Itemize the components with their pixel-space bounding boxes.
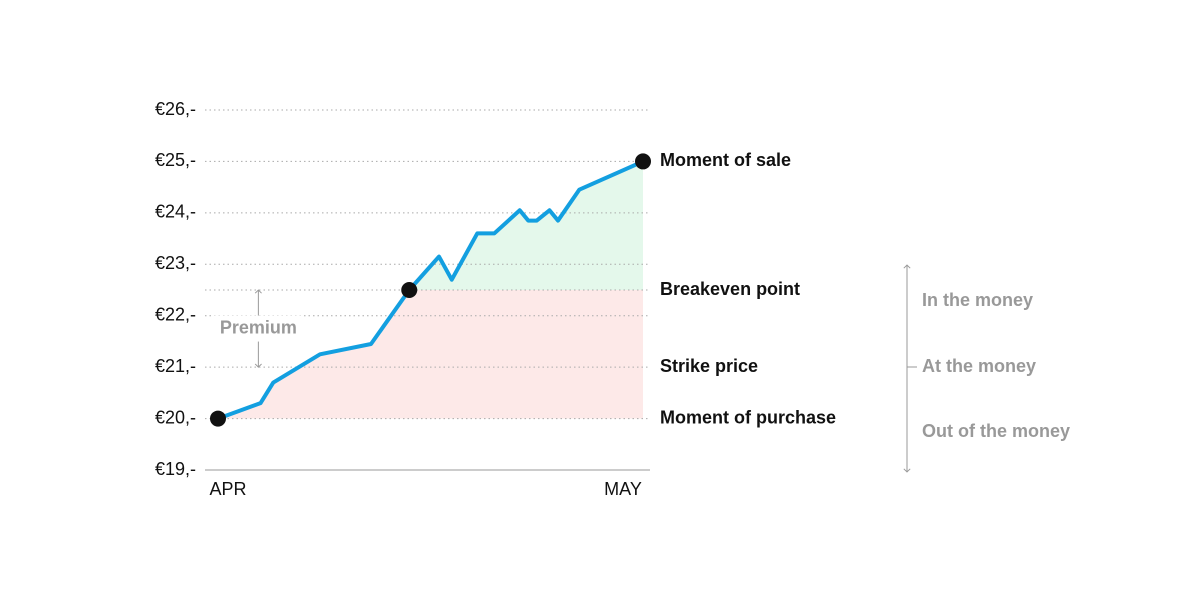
moneyness-label: At the money: [922, 356, 1036, 376]
y-tick-label: €24,-: [155, 202, 196, 222]
annotation: Moment of purchase: [660, 407, 836, 427]
y-tick-label: €25,-: [155, 150, 196, 170]
price-line: [217, 159, 644, 421]
premium-label: Premium: [220, 317, 297, 337]
y-tick-label: €20,-: [155, 407, 196, 427]
profit-area: [409, 161, 643, 290]
annotation: Strike price: [660, 356, 758, 376]
y-tick-label: €19,-: [155, 459, 196, 479]
annotation: Breakeven point: [660, 279, 800, 299]
marker: [635, 153, 651, 170]
moneyness-label: Out of the money: [922, 421, 1070, 441]
premium-label-bg: [213, 315, 304, 342]
y-tick-label: €21,-: [155, 356, 196, 376]
annotation: Moment of sale: [660, 150, 791, 170]
marker: [401, 282, 418, 298]
x-tick-label: MAY: [604, 479, 642, 499]
y-tick-label: €23,-: [155, 253, 196, 273]
moneyness-label: In the money: [922, 290, 1033, 310]
y-tick-label: €22,-: [155, 304, 196, 324]
y-tick-label: €26,-: [155, 99, 196, 119]
marker: [210, 410, 226, 427]
x-tick-label: APR: [209, 479, 246, 499]
loss-area: [218, 290, 643, 419]
